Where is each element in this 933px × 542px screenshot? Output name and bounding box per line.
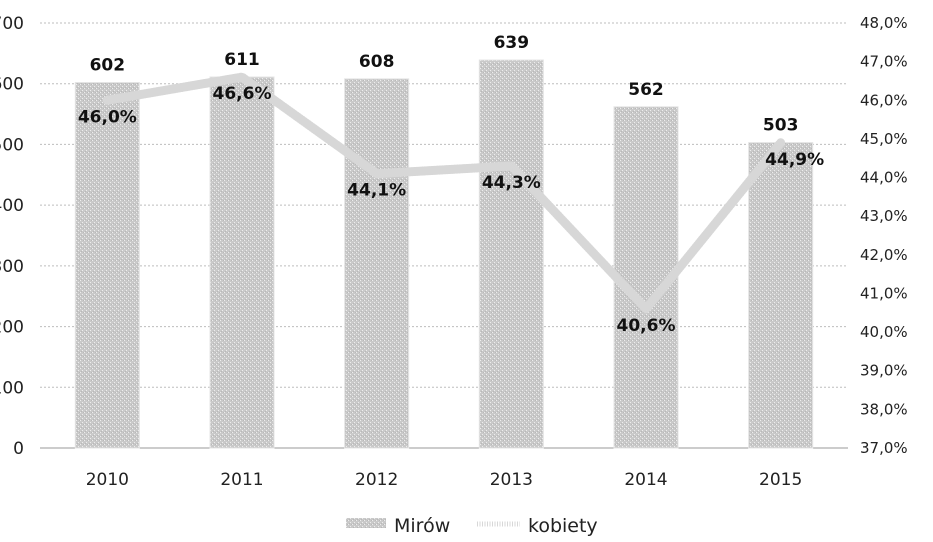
line-value-label: 44,3% — [482, 173, 541, 193]
right-tick-label: 40,0% — [860, 323, 908, 341]
x-tick-label: 2014 — [624, 470, 667, 490]
line-point-2010 — [103, 96, 112, 105]
gridlines — [40, 22, 848, 449]
line-value-labels: 46,0% 46,6% 44,1% 44,3% 40,6% 44,9% — [78, 84, 824, 336]
legend-label-kobiety: kobiety — [528, 515, 598, 537]
right-tick-label: 41,0% — [860, 284, 908, 302]
bar-2013 — [478, 59, 544, 449]
right-tick-label: 43,0% — [860, 207, 908, 225]
left-tick-label: 200 — [0, 318, 24, 338]
x-tick-label: 2013 — [490, 470, 533, 490]
x-tick-label: 2012 — [355, 470, 398, 490]
line-value-label: 44,1% — [347, 181, 406, 201]
bar-2011 — [209, 76, 275, 449]
right-tick-label: 42,0% — [860, 246, 908, 264]
line-series-kobiety — [102, 72, 786, 314]
x-tick-label: 2010 — [86, 470, 129, 490]
left-tick-label: 400 — [0, 196, 24, 216]
right-tick-label: 39,0% — [860, 362, 908, 380]
left-tick-label: 700 — [0, 14, 24, 34]
left-tick-label: 600 — [0, 75, 24, 95]
right-tick-label: 45,0% — [860, 130, 908, 148]
line-point-2012 — [372, 169, 381, 178]
bar-value-label: 639 — [494, 33, 530, 53]
line-point-2011 — [238, 73, 246, 82]
right-tick-label: 46,0% — [860, 91, 908, 109]
bar-value-label: 608 — [359, 52, 395, 72]
left-axis-ticks: 0 100 200 300 400 500 600 700 — [0, 14, 24, 459]
line-value-label: 46,6% — [213, 84, 272, 104]
line-point-2015 — [776, 138, 785, 147]
bar-value-label: 611 — [224, 50, 260, 70]
line-value-label: 46,0% — [78, 107, 137, 127]
legend-swatch-mirow — [346, 518, 386, 528]
bar-value-label: 503 — [763, 116, 799, 136]
x-tick-label: 2011 — [220, 470, 263, 490]
bars-mirow — [74, 59, 814, 449]
bar-2015 — [748, 142, 814, 449]
bar-2012 — [344, 78, 410, 449]
bar-value-label: 602 — [90, 56, 126, 76]
left-tick-label: 100 — [0, 378, 24, 398]
legend-label-mirow: Mirów — [394, 515, 450, 537]
right-axis-ticks: 37,0% 38,0% 39,0% 40,0% 41,0% 42,0% 43,0% 44,0%… — [860, 14, 908, 457]
line-point-2014 — [642, 304, 650, 313]
right-tick-label: 38,0% — [860, 400, 908, 418]
right-tick-label: 37,0% — [860, 439, 908, 457]
legend: Mirów kobiety — [346, 515, 598, 537]
bar-value-labels: 602 611 608 639 562 503 — [90, 33, 799, 136]
right-tick-label: 48,0% — [860, 14, 908, 32]
line-kobiety — [102, 72, 786, 314]
right-tick-label: 47,0% — [860, 53, 908, 71]
left-tick-label: 300 — [0, 257, 24, 277]
line-point-2013 — [507, 161, 516, 170]
x-axis-ticks: 2010 2011 2012 2013 2014 2015 — [86, 470, 803, 490]
left-tick-label: 500 — [0, 135, 24, 155]
bar-2010 — [74, 82, 140, 449]
line-value-label: 40,6% — [617, 316, 676, 336]
left-tick-label: 0 — [13, 439, 24, 459]
bar-value-label: 562 — [628, 80, 664, 100]
x-tick-label: 2015 — [759, 470, 802, 490]
line-value-label: 44,9% — [765, 150, 824, 170]
right-tick-label: 44,0% — [860, 169, 908, 187]
